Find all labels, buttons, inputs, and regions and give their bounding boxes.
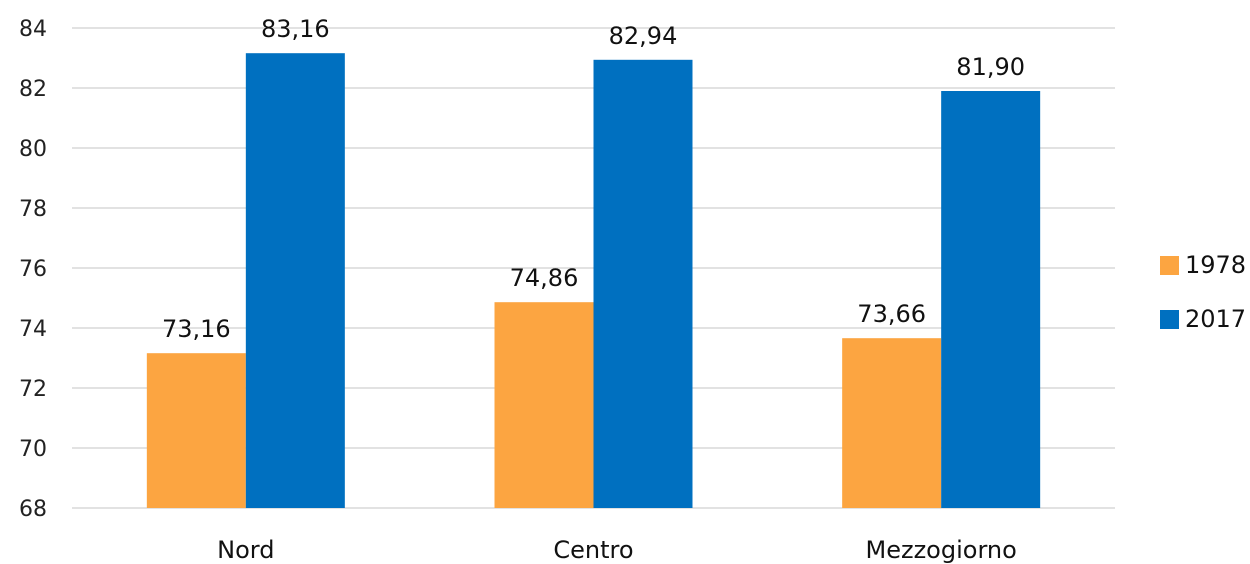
x-axis-categories: Nord Centro Mezzogiorno [217,536,1017,564]
bar-2017-nord [245,53,345,508]
y-axis-ticks: 68 70 72 74 76 78 80 82 84 [19,17,47,522]
x-category-label: Centro [553,536,633,564]
legend-label-1978: 1978 [1185,251,1246,279]
data-label: 82,94 [609,22,678,50]
y-tick-label: 80 [19,137,47,162]
y-tick-label: 84 [19,17,47,42]
bar-1978-nord [146,353,246,508]
legend-label-2017: 2017 [1185,305,1246,333]
data-label: 74,86 [510,264,579,292]
legend-swatch-2017 [1160,310,1179,329]
bar-1978-centro [494,302,594,508]
legend-swatch-1978 [1160,256,1179,275]
data-label: 81,90 [956,53,1025,81]
data-label: 83,16 [261,15,330,43]
data-labels: 73,16 83,16 74,86 82,94 73,66 81,90 [162,15,1025,343]
y-tick-label: 68 [19,497,47,522]
data-label: 73,66 [857,300,926,328]
y-tick-label: 72 [19,377,47,402]
x-category-label: Nord [217,536,274,564]
y-tick-label: 76 [19,257,47,282]
y-tick-label: 82 [19,77,47,102]
y-tick-label: 70 [19,437,47,462]
x-category-label: Mezzogiorno [866,536,1017,564]
legend: 1978 2017 [1160,251,1246,333]
y-tick-label: 74 [19,317,47,342]
bar-2017-mezzogiorno [941,91,1041,508]
bar-1978-mezzogiorno [842,338,942,508]
bar-2017-centro [593,59,693,509]
bars [146,53,1041,509]
y-tick-label: 78 [19,197,47,222]
data-label: 73,16 [162,315,231,343]
